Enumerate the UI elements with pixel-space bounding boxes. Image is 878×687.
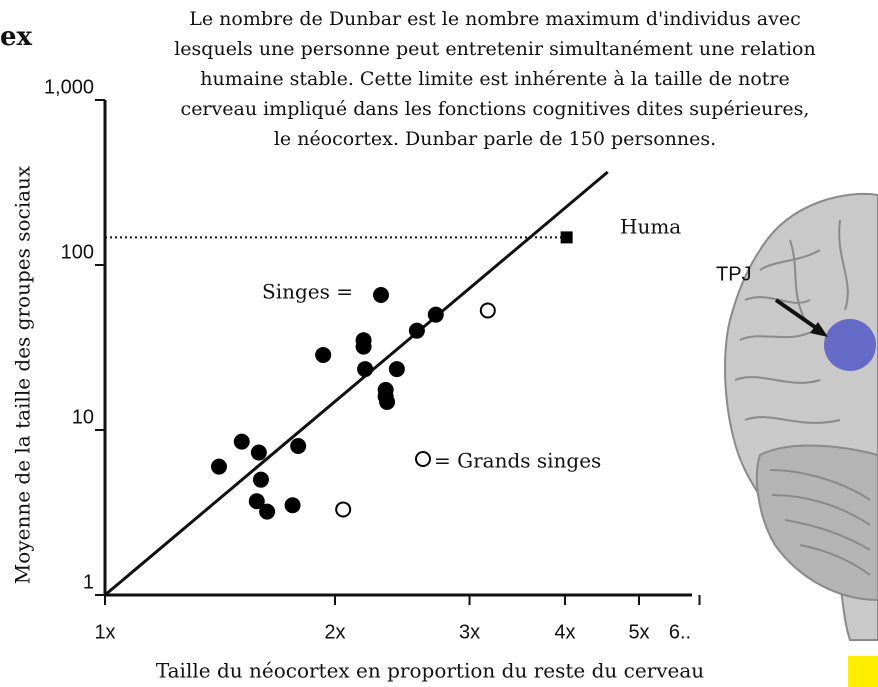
x-tick-label: 3x (459, 621, 480, 643)
point (248, 493, 265, 510)
point (379, 393, 396, 410)
x-tick-label: 2x (324, 621, 345, 643)
description-line: le néocortex. Dunbar parle de 150 person… (274, 128, 716, 150)
y-tick-label: 10 (72, 406, 94, 428)
point (479, 302, 496, 319)
chart-title: ex (0, 22, 33, 52)
legend-label: Singes = (262, 280, 353, 304)
point (427, 306, 444, 323)
x-tick-label: 5x (628, 621, 649, 643)
point (357, 361, 374, 378)
description-line: Le nombre de Dunbar est le nombre maximu… (189, 8, 800, 30)
y-tick-label: 1 (83, 571, 94, 593)
point (259, 503, 276, 520)
y-tick-label: 100 (61, 241, 94, 263)
description-line: humaine stable. Cette limite est inhéren… (200, 68, 790, 90)
point (560, 231, 573, 244)
description-line: cerveau impliqué dans les fonctions cogn… (181, 98, 810, 120)
trend-line (104, 170, 609, 597)
point (284, 497, 301, 514)
brain-illustration (724, 192, 878, 687)
legend-label: = Grands singes (434, 449, 601, 473)
point (252, 471, 269, 488)
legend-marker (373, 287, 389, 303)
y-axis-label: Moyenne de la taille des groupes sociaux (11, 165, 35, 584)
point (408, 322, 425, 339)
legend-marker (415, 451, 431, 467)
point (355, 338, 372, 355)
point (211, 458, 228, 475)
point (233, 433, 250, 450)
x-tick-label: 6.. (669, 621, 691, 643)
y-tick-label: 1,000 (44, 76, 94, 98)
point (250, 444, 267, 461)
x-axis-label: Taille du néocortex en proportion du res… (156, 659, 704, 683)
point (290, 437, 307, 454)
x-tick-label: 4x (554, 621, 575, 643)
annotation: TPJ (716, 263, 752, 285)
x-tick-label: 1x (94, 621, 115, 643)
point (315, 346, 332, 363)
description: Le nombre de Dunbar est le nombre maximu… (174, 8, 816, 150)
point (335, 501, 352, 518)
point (388, 361, 405, 378)
legend-label: Huma (620, 215, 681, 239)
description-line: lesquels une personne peut entretenir si… (174, 38, 816, 60)
